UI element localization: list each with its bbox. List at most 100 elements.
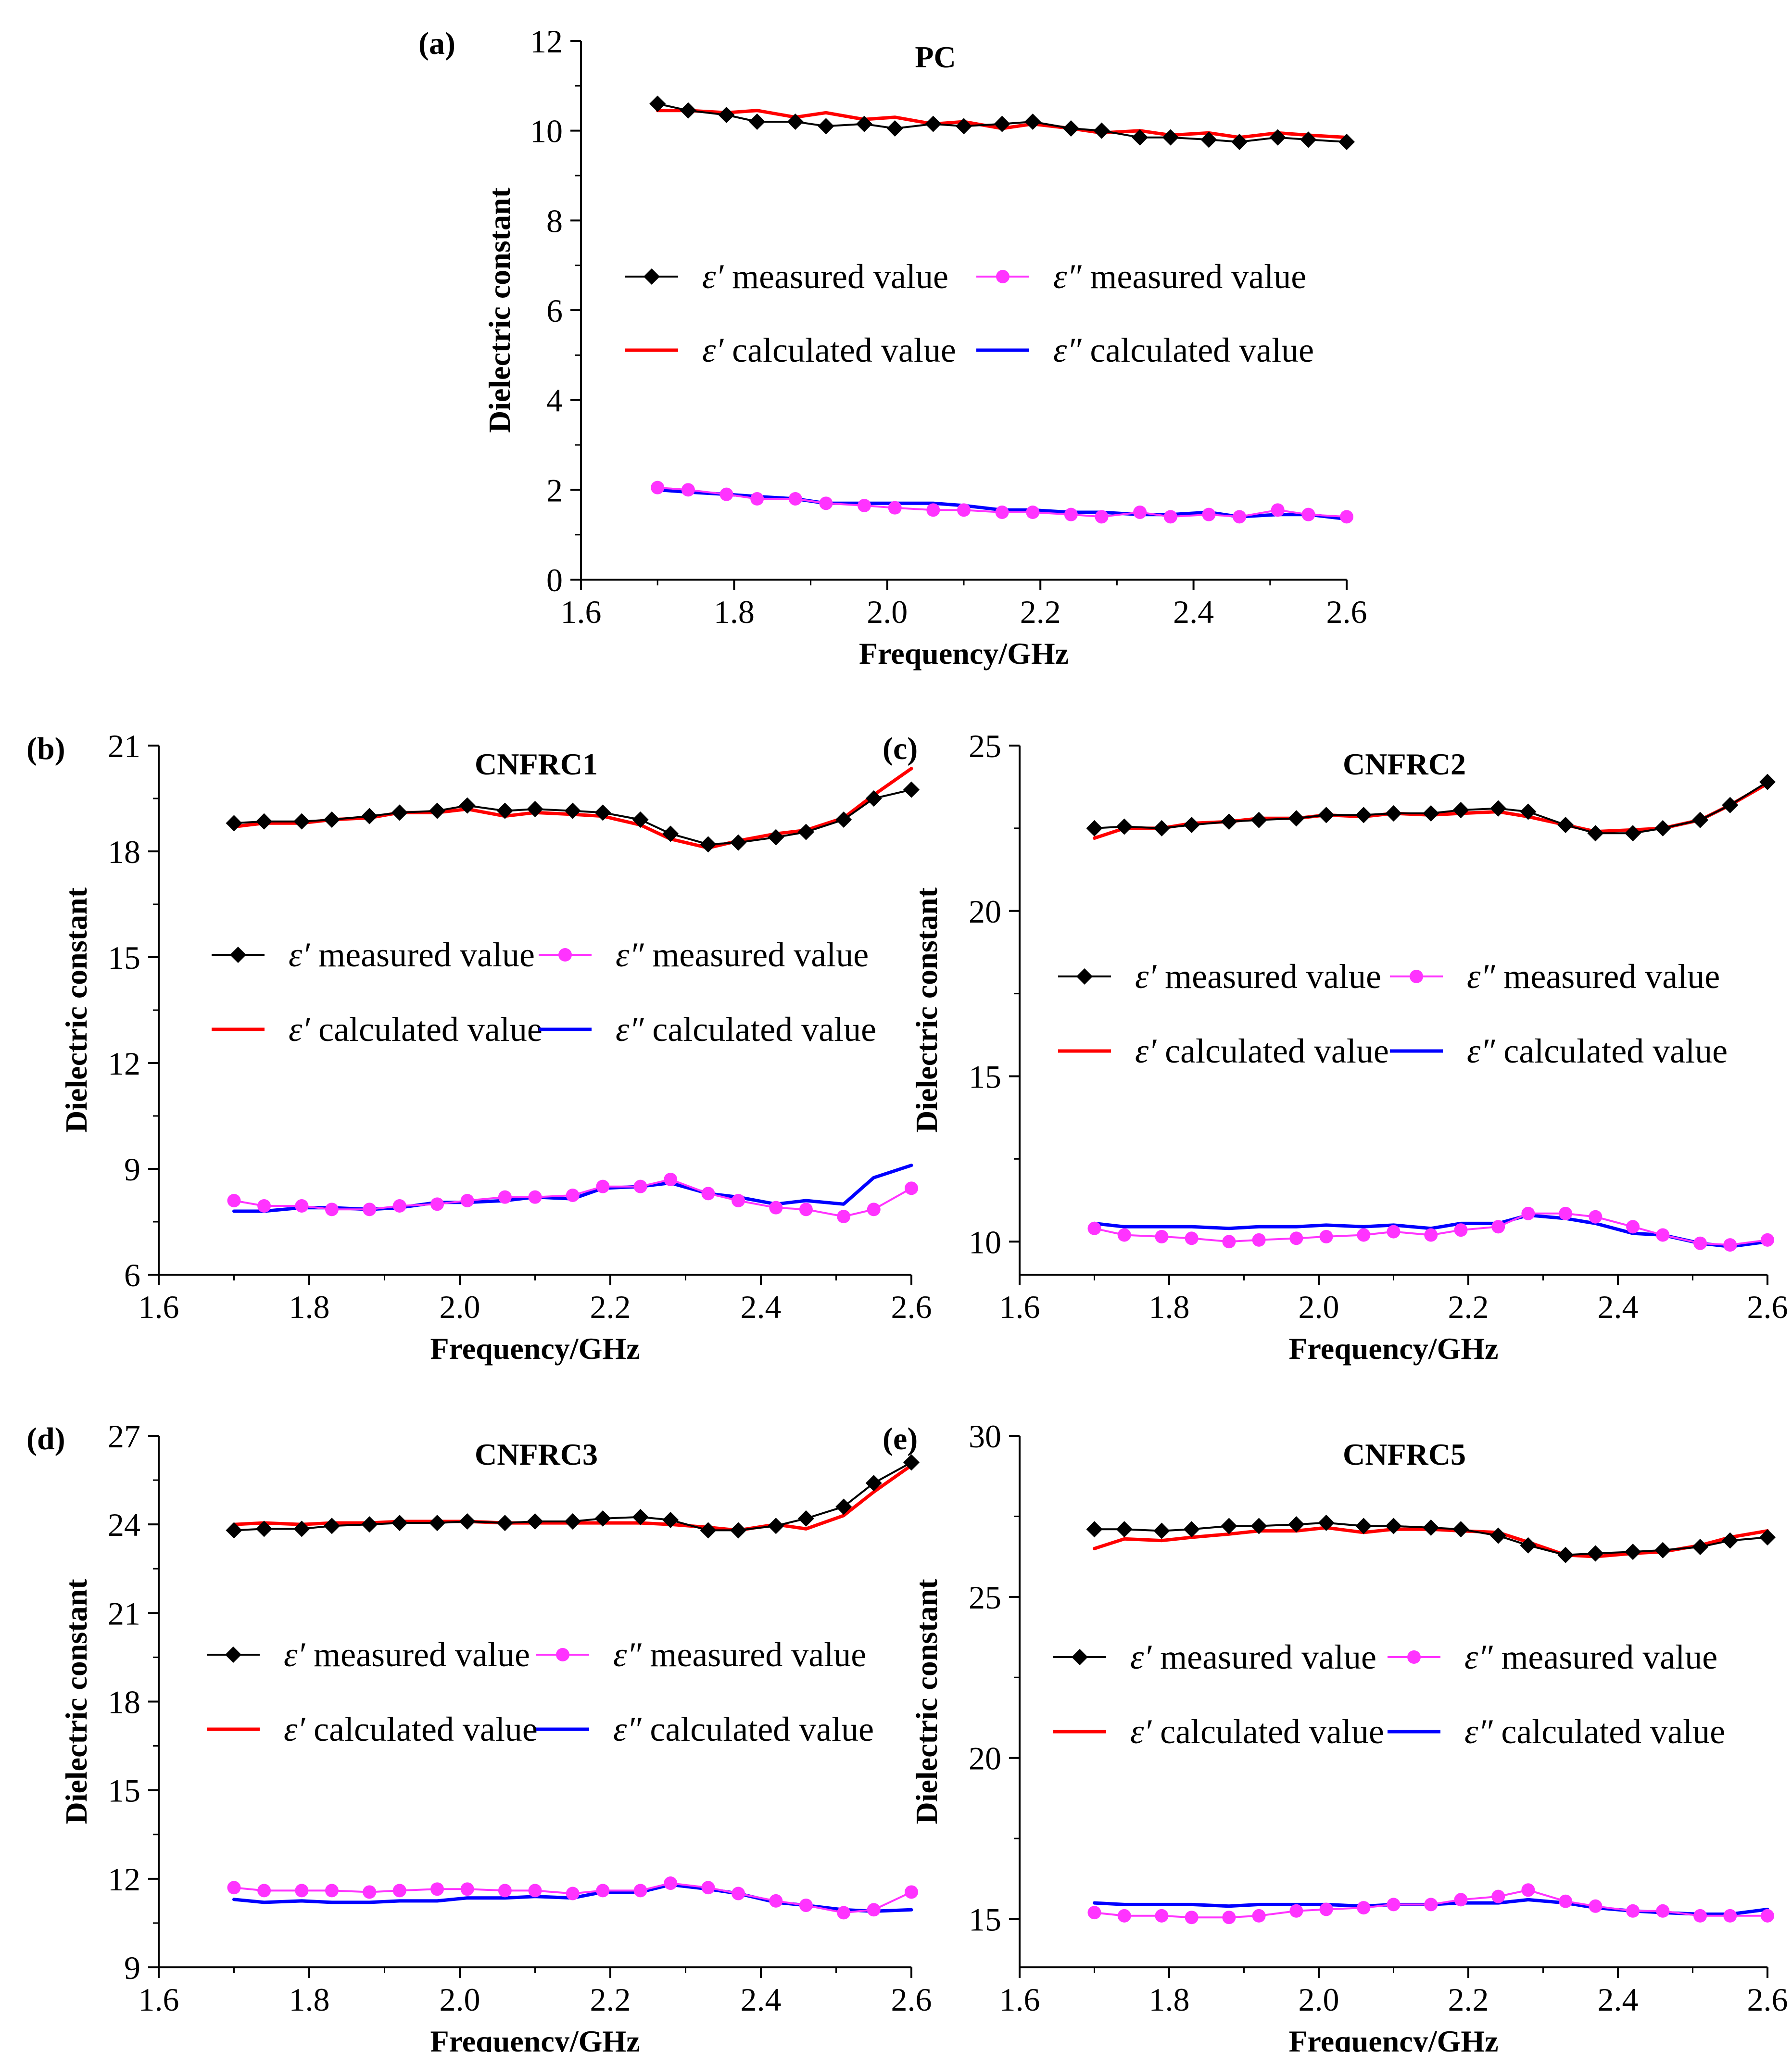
legend-symbol: ε′ [1130, 1712, 1152, 1751]
data-point-diamond [1153, 820, 1170, 836]
data-point-diamond [1490, 1527, 1507, 1544]
legend-text: measured value [650, 1635, 866, 1674]
data-point-circle [799, 1899, 813, 1913]
data-point-diamond [1200, 131, 1217, 148]
legend-space [1081, 331, 1090, 369]
data-point-circle [1357, 1228, 1371, 1242]
data-point-circle [1301, 507, 1315, 521]
legend-space [1492, 1712, 1501, 1751]
legend-text: calculated value [652, 1010, 876, 1049]
y-tick-label: 27 [108, 1418, 140, 1455]
data-point-diamond [632, 811, 649, 828]
x-tick-label: 1.8 [714, 594, 755, 630]
legend-space [305, 1635, 314, 1674]
x-tick-label: 2.0 [1299, 1289, 1339, 1325]
legend-symbol: ε′ [289, 936, 310, 974]
legend-label: ε″ calculated value [1053, 331, 1314, 369]
legend-label: ε′ measured value [289, 936, 535, 974]
chart-title: CNFRC2 [1343, 747, 1466, 781]
data-point-diamond [787, 114, 804, 130]
data-point-circle [528, 1884, 542, 1898]
data-point-diamond [1385, 1518, 1402, 1534]
legend-label: ε″ measured value [1053, 257, 1306, 296]
data-point-diamond [361, 808, 378, 824]
data-point-diamond [496, 802, 513, 819]
x-tick-label: 2.2 [1020, 594, 1061, 630]
data-point-diamond [1116, 818, 1133, 835]
x-tick-label: 2.6 [1326, 594, 1367, 630]
legend-text: measured value [1503, 957, 1720, 996]
data-point-circle [1087, 1906, 1101, 1920]
x-tick-label: 1.8 [289, 1981, 330, 2018]
data-point-circle [596, 1179, 610, 1193]
legend-symbol: ε″ [616, 1010, 644, 1049]
data-point-circle [701, 1881, 715, 1895]
legend-text: measured value [1165, 957, 1381, 996]
legend-symbol: ε″ [616, 936, 644, 974]
data-point-diamond [226, 1522, 242, 1539]
data-point-circle [596, 1884, 610, 1898]
data-point-diamond [1423, 1519, 1439, 1536]
data-point-circle [1117, 1909, 1131, 1923]
legend-text: calculated value [1160, 1712, 1384, 1751]
y-tick-label: 25 [969, 1579, 1001, 1616]
data-point-diamond [1587, 825, 1604, 842]
data-point-diamond [1452, 1521, 1469, 1538]
data-point-circle [1424, 1898, 1438, 1912]
legend-label: ε′ calculated value [702, 331, 956, 369]
legend-space [1495, 957, 1503, 996]
data-point-circle [867, 1203, 881, 1216]
y-tick-label: 9 [124, 1950, 140, 1986]
data-point-circle [295, 1199, 309, 1213]
y-tick-label: 10 [969, 1224, 1001, 1260]
y-tick-label: 18 [108, 1684, 140, 1721]
y-tick-label: 8 [546, 203, 563, 239]
legend-label: ε′ measured value [702, 257, 948, 296]
data-point-circle [769, 1201, 783, 1215]
data-point-diamond [1385, 805, 1402, 822]
data-point-diamond [1654, 1542, 1671, 1558]
data-point-circle [1185, 1231, 1199, 1245]
data-point-circle [1387, 1898, 1401, 1912]
data-point-diamond [768, 829, 784, 846]
x-tick-label: 1.6 [139, 1289, 179, 1325]
data-point-diamond [632, 1508, 649, 1525]
data-point-diamond [1221, 1518, 1237, 1534]
data-point-diamond [1355, 807, 1372, 823]
legend-symbol: ε′ [289, 1010, 310, 1049]
data-point-diamond [1557, 1546, 1574, 1563]
data-point-circle [995, 506, 1009, 519]
data-point-circle [1491, 1220, 1505, 1234]
data-point-diamond [256, 813, 273, 830]
data-point-circle [1559, 1206, 1573, 1220]
legend-text: calculated value [314, 1710, 538, 1748]
legend-text: measured value [1160, 1638, 1376, 1676]
data-point-diamond [391, 1515, 408, 1532]
data-point-circle [905, 1885, 918, 1899]
x-tick-label: 1.8 [289, 1289, 330, 1325]
legend-item-m2: ε″ measured value [1388, 1638, 1717, 1676]
y-tick-label: 20 [969, 1740, 1001, 1777]
x-tick-label: 2.6 [891, 1289, 932, 1325]
x-tick-label: 2.6 [891, 1981, 932, 2018]
data-point-circle [566, 1189, 580, 1202]
y-axis-title: Dielectric constant [59, 887, 93, 1133]
x-tick-label: 1.6 [999, 1981, 1040, 2018]
chart-panel-4: 1.6 1.8 2.0 2.2 2.4 2.6 9 12 15 18 21 24 27 CNFRC3 (d)… [26, 1418, 932, 2052]
data-point-circle [1693, 1236, 1707, 1250]
legend-label: ε″ calculated value [616, 1010, 876, 1049]
data-point-circle [1026, 506, 1040, 519]
legend-space [1081, 257, 1090, 296]
chart-title: CNFRC3 [475, 1437, 598, 1471]
data-point-circle [325, 1884, 339, 1898]
legend-item-m1: ε′ measured value [1053, 1638, 1376, 1676]
legend-symbol: ε″ [1053, 257, 1082, 296]
panel-letter: (d) [26, 1421, 65, 1457]
x-axis-title: Frequency/GHz [1288, 1331, 1498, 1366]
data-point-circle [867, 1903, 881, 1917]
data-point-diamond [226, 815, 242, 832]
data-point-circle [1424, 1228, 1438, 1242]
data-point-circle [1521, 1883, 1535, 1897]
legend-label: ε″ calculated value [1464, 1712, 1725, 1751]
legend-space [641, 1635, 650, 1674]
